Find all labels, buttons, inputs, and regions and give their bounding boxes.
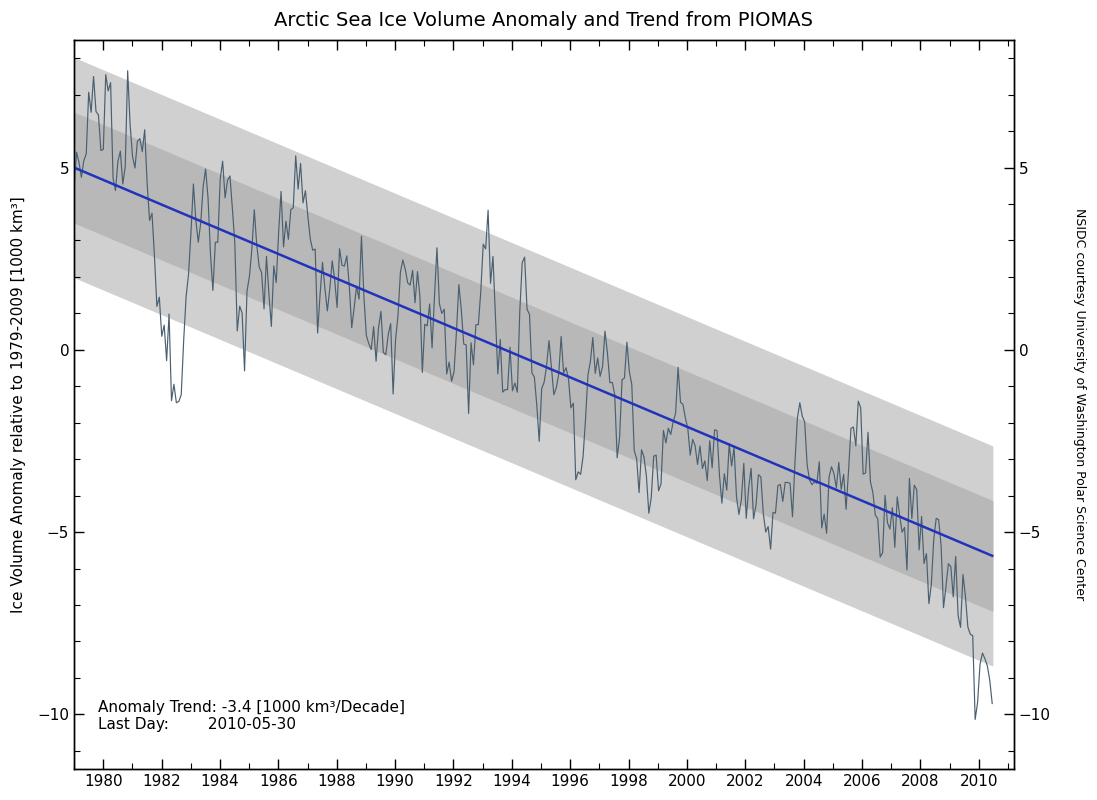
Y-axis label: NSIDC courtesy University of Washington Polar Science Center: NSIDC courtesy University of Washington … [1073,209,1086,601]
Text: Anomaly Trend: -3.4 [1000 km³/Decade]
Last Day:        2010-05-30: Anomaly Trend: -3.4 [1000 km³/Decade] La… [98,700,405,732]
Title: Arctic Sea Ice Volume Anomaly and Trend from PIOMAS: Arctic Sea Ice Volume Anomaly and Trend … [274,11,814,30]
Y-axis label: Ice Volume Anomaly relative to 1979-2009 [1000 km³]: Ice Volume Anomaly relative to 1979-2009… [11,196,26,613]
